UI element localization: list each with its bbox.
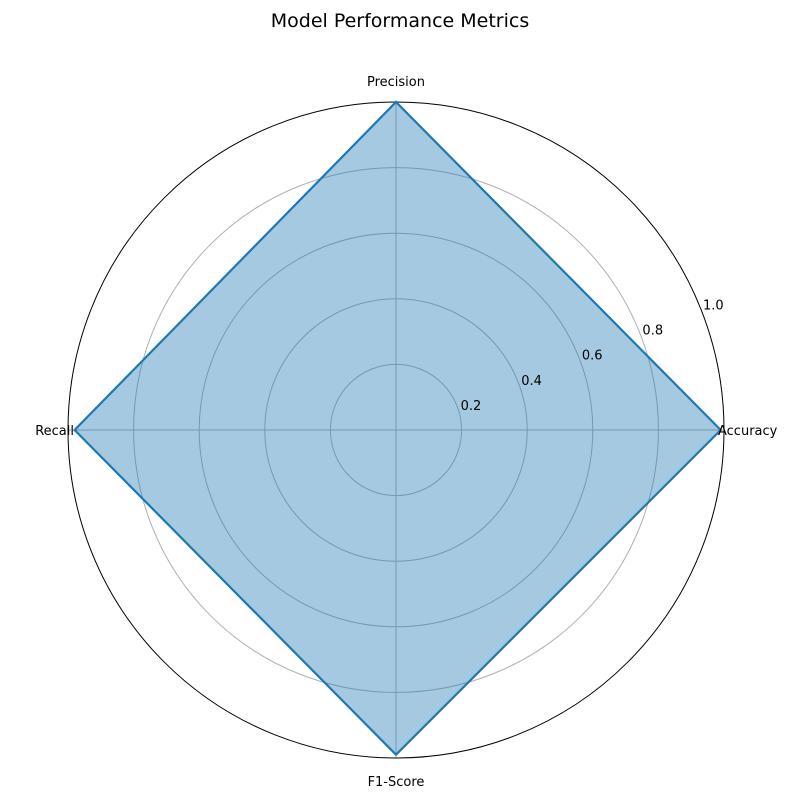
r-tick-label: 1.0	[703, 298, 724, 313]
category-label-precision: Precision	[367, 75, 425, 90]
category-label-recall: Recall	[35, 424, 74, 439]
data-layer	[73, 100, 723, 757]
series-area	[74, 102, 721, 755]
series-line	[73, 100, 723, 757]
chart-title: Model Performance Metrics	[271, 10, 530, 32]
r-tick-label: 0.8	[642, 324, 663, 339]
category-label-f1-score: F1-Score	[368, 775, 425, 790]
r-tick-label: 0.2	[461, 399, 482, 414]
r-tick-label: 0.4	[521, 374, 542, 389]
label-layer: 0.2 0.4 0.6 0.8 1.0 Accuracy Precision Recall F1…	[35, 75, 777, 790]
category-label-accuracy: Accuracy	[718, 424, 778, 439]
r-tick-label: 0.6	[582, 349, 603, 364]
